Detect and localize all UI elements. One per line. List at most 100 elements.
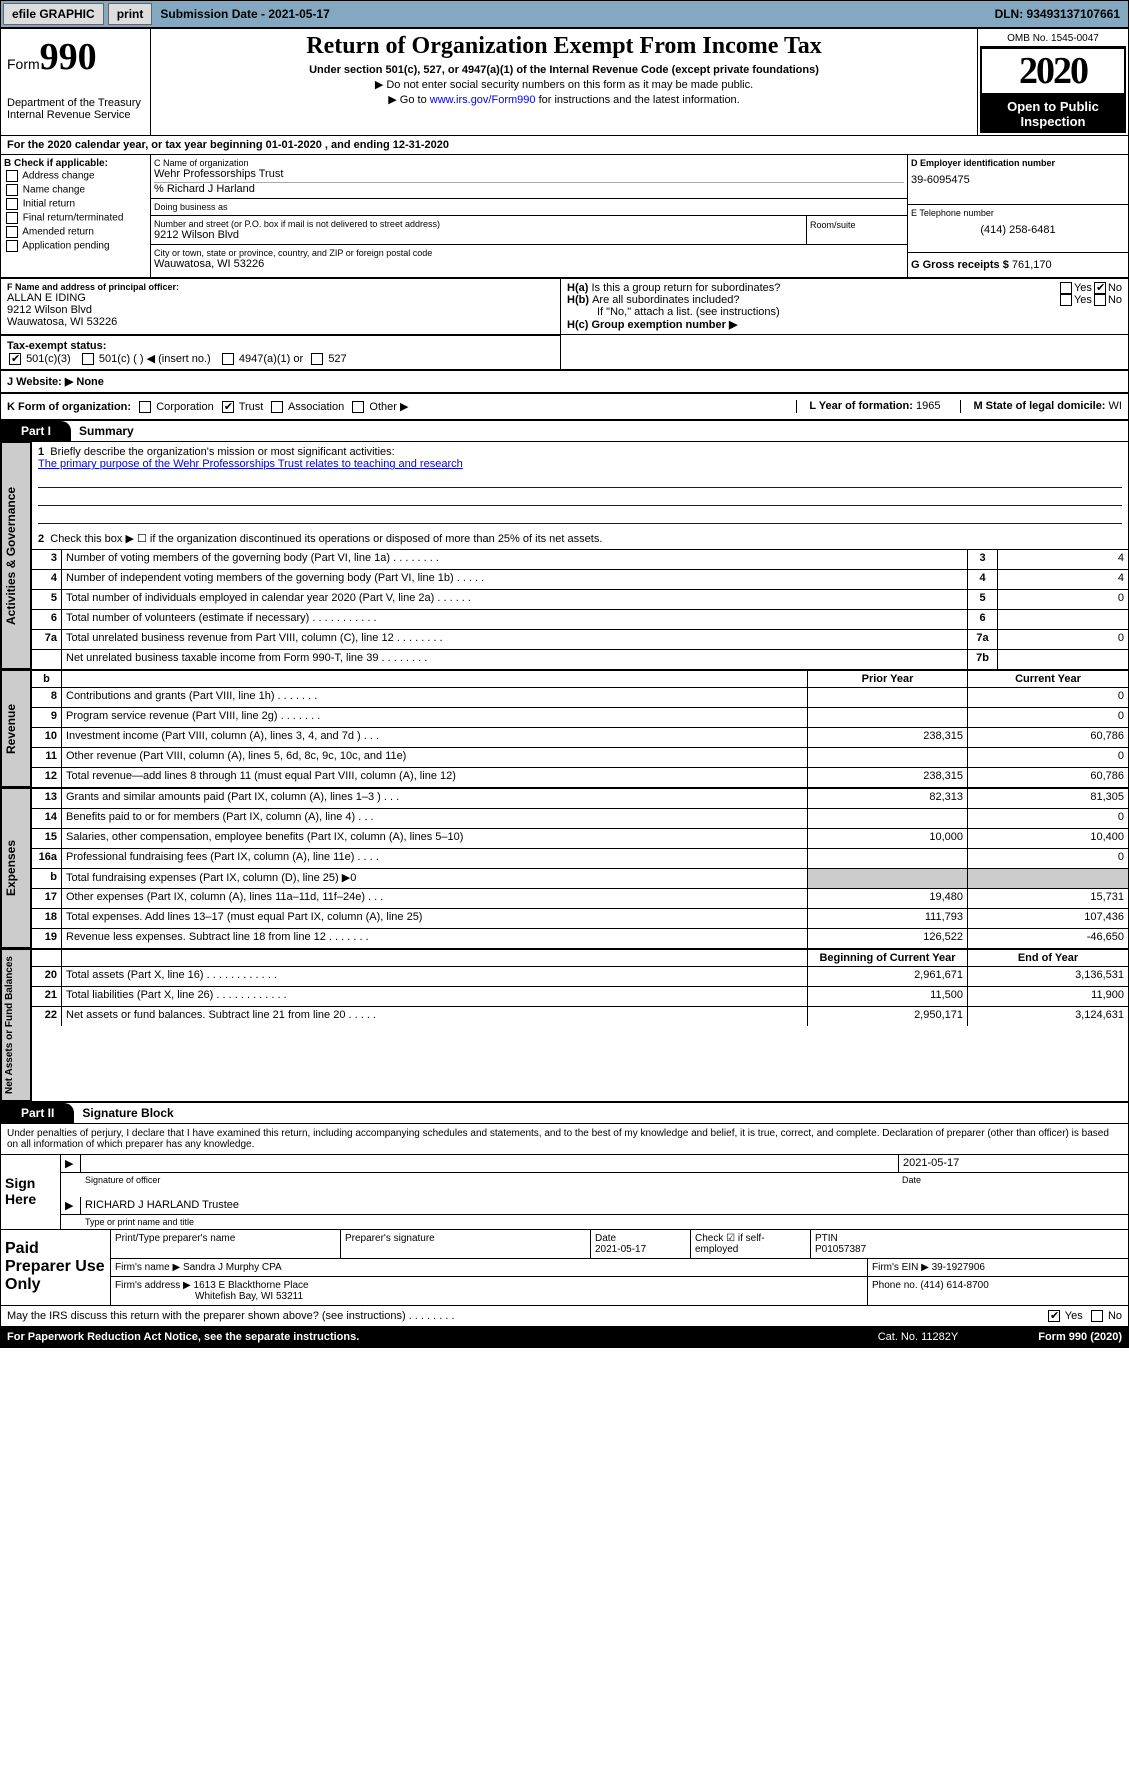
form-label: Form — [7, 56, 40, 72]
line-num: 10 — [32, 728, 62, 747]
line-text: Total fundraising expenses (Part IX, col… — [62, 869, 808, 888]
line-num: 6 — [32, 610, 62, 629]
officer-print-name: RICHARD J HARLAND Trustee — [81, 1197, 898, 1214]
discuss-yes[interactable] — [1048, 1310, 1060, 1322]
form-number: 990 — [40, 36, 97, 78]
name-label: Type or print name and title — [81, 1215, 898, 1229]
line-num: 20 — [32, 967, 62, 986]
firm-addr2: Whitefish Bay, WI 53211 — [115, 1291, 303, 1302]
q2-text: Check this box ▶ ☐ if the organization d… — [50, 533, 602, 545]
current-year: 60,786 — [968, 768, 1128, 787]
hdr-by: Beginning of Current Year — [808, 950, 968, 966]
b-header: B Check if applicable: — [4, 158, 147, 169]
ha-yes[interactable] — [1060, 282, 1072, 294]
prior-year: 2,961,671 — [808, 967, 968, 986]
chk-pending[interactable]: Application pending — [4, 239, 147, 253]
chk-initial[interactable]: Initial return — [4, 197, 147, 211]
ha-no[interactable] — [1094, 282, 1106, 294]
officer-name: ALLAN E IDING — [7, 292, 554, 304]
line-text: Total liabilities (Part X, line 26) . . … — [62, 987, 808, 1006]
chk-other[interactable] — [352, 401, 364, 413]
discuss-q: May the IRS discuss this return with the… — [7, 1310, 455, 1322]
chk-trust[interactable] — [222, 401, 234, 413]
chk-527[interactable] — [311, 353, 323, 365]
goto-prefix: ▶ Go to — [388, 94, 429, 106]
no-label-2: No — [1108, 294, 1122, 306]
chk-4947[interactable] — [222, 353, 234, 365]
sign-here-block: Sign Here ▶2021-05-17 Signature of offic… — [0, 1155, 1129, 1230]
hb-no[interactable] — [1094, 294, 1106, 306]
chk-amended[interactable]: Amended return — [4, 225, 147, 239]
block-bcd: B Check if applicable: Address change Na… — [0, 155, 1129, 278]
lbl-trust: Trust — [239, 401, 264, 413]
hb-yes[interactable] — [1060, 294, 1072, 306]
foot-right: Form 990 (2020) — [1038, 1331, 1122, 1343]
chk-assoc[interactable] — [271, 401, 283, 413]
fa-label: Firm's address ▶ — [115, 1280, 191, 1291]
chk-address-change[interactable]: Address change — [4, 169, 147, 183]
print-button[interactable]: print — [108, 3, 153, 25]
line-key: 7a — [968, 630, 998, 649]
g-label: G Gross receipts $ — [911, 259, 1009, 271]
prior-year — [808, 849, 968, 868]
line-num: 17 — [32, 889, 62, 908]
line-num: 18 — [32, 909, 62, 928]
hdr-cy: Current Year — [968, 671, 1128, 687]
current-year: 0 — [968, 748, 1128, 767]
line-text: Total number of volunteers (estimate if … — [62, 610, 968, 629]
current-year: 11,900 — [968, 987, 1128, 1006]
website-value: None — [73, 376, 104, 388]
hc-label: H(c) Group exemption number ▶ — [567, 319, 737, 331]
e-label: E Telephone number — [911, 208, 1125, 218]
line-val — [998, 650, 1128, 669]
ph0: Print/Type preparer's name — [111, 1230, 341, 1258]
line-val: 0 — [998, 630, 1128, 649]
line-val: 0 — [998, 590, 1128, 609]
part1-header: Part I Summary — [0, 420, 1129, 442]
chk-final[interactable]: Final return/terminated — [4, 211, 147, 225]
street-value: 9212 Wilson Blvd — [154, 229, 803, 241]
tab-netassets: Net Assets or Fund Balances — [1, 949, 31, 1101]
part1-title: Summary — [71, 424, 134, 438]
sig-date: 2021-05-17 — [903, 1157, 959, 1169]
part2-header: Part II Signature Block — [0, 1102, 1129, 1124]
top-bar: efile GRAPHIC print Submission Date - 20… — [0, 0, 1129, 28]
prior-year: 111,793 — [808, 909, 968, 928]
efile-button[interactable]: efile GRAPHIC — [3, 3, 104, 25]
dln: DLN: 93493137107661 — [995, 7, 1126, 21]
q1-text: Briefly describe the organization's miss… — [50, 446, 394, 458]
lbl-4947: 4947(a)(1) or — [239, 353, 303, 365]
discuss-yes-label: Yes — [1065, 1310, 1083, 1322]
hb-label: H(b) — [567, 294, 589, 306]
prior-year — [808, 809, 968, 828]
goto-suffix: for instructions and the latest informat… — [536, 94, 740, 106]
org-name: Wehr Professorships Trust — [154, 168, 904, 180]
line-num: 11 — [32, 748, 62, 767]
ein: 39-6095475 — [911, 174, 1125, 186]
discuss-row: May the IRS discuss this return with the… — [0, 1306, 1129, 1327]
irs-link[interactable]: www.irs.gov/Form990 — [430, 94, 536, 106]
line-text: Benefits paid to or for members (Part IX… — [62, 809, 808, 828]
officer-street: 9212 Wilson Blvd — [7, 304, 554, 316]
line-text: Total unrelated business revenue from Pa… — [62, 630, 968, 649]
line-num: 22 — [32, 1007, 62, 1026]
fn-label: Firm's name ▶ — [115, 1262, 180, 1273]
no-label: No — [1108, 282, 1122, 294]
line-text: Other expenses (Part IX, column (A), lin… — [62, 889, 808, 908]
date-label: Date — [898, 1173, 1128, 1187]
discuss-no[interactable] — [1091, 1310, 1103, 1322]
chk-501c3[interactable] — [9, 353, 21, 365]
yes-label-2: Yes — [1074, 294, 1092, 306]
ph-label: Phone no. — [872, 1280, 918, 1291]
prior-year: 11,500 — [808, 987, 968, 1006]
submission-date: Submission Date - 2021-05-17 — [160, 7, 329, 21]
hb-note: If "No," attach a list. (see instruction… — [567, 306, 1122, 318]
ph4: PTIN — [815, 1233, 838, 1244]
chk-corp[interactable] — [139, 401, 151, 413]
line-num: 21 — [32, 987, 62, 1006]
declaration: Under penalties of perjury, I declare th… — [0, 1124, 1129, 1155]
chk-name-change[interactable]: Name change — [4, 183, 147, 197]
line-num — [32, 650, 62, 669]
section-b: B Check if applicable: Address change Na… — [1, 155, 151, 277]
chk-501c[interactable] — [82, 353, 94, 365]
